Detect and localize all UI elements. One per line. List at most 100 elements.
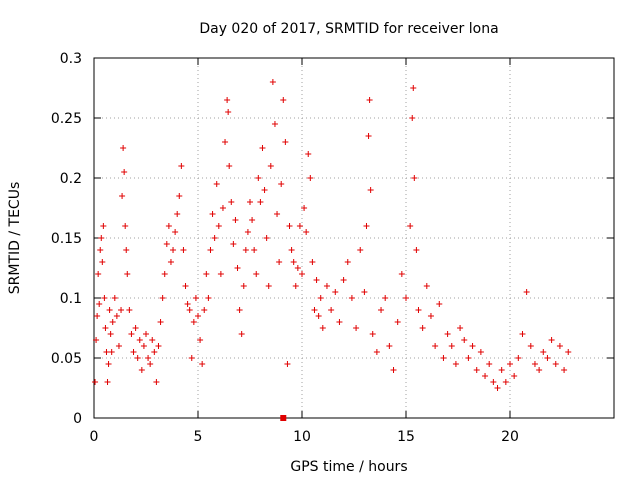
data-point [382, 295, 389, 301]
data-point [253, 271, 260, 277]
data-point [232, 217, 239, 223]
data-point [465, 355, 472, 361]
data-point [536, 367, 543, 373]
data-point [361, 289, 368, 295]
data-point [217, 271, 224, 277]
data-point [307, 175, 314, 181]
data-point [92, 379, 99, 385]
data-point [119, 193, 126, 199]
data-point [121, 169, 128, 175]
data-point [249, 217, 256, 223]
data-point [482, 373, 489, 379]
data-point [494, 385, 501, 391]
data-point [122, 223, 129, 229]
data-point [165, 223, 172, 229]
data-point [523, 289, 530, 295]
data-point [301, 205, 308, 211]
data-point [186, 307, 193, 313]
data-point [486, 361, 493, 367]
data-point [507, 361, 513, 367]
data-point [107, 331, 114, 337]
data-point [315, 313, 322, 319]
data-point [284, 361, 291, 367]
data-point [265, 283, 272, 289]
data-point [274, 211, 281, 217]
data-point [143, 331, 149, 337]
data-point [299, 271, 305, 277]
data-point [105, 361, 112, 367]
data-point [348, 295, 355, 301]
data-point [386, 343, 393, 349]
data-point [101, 295, 108, 301]
data-point [95, 271, 102, 277]
data-point [367, 187, 374, 193]
data-point [477, 349, 484, 355]
data-point [282, 139, 289, 145]
data-point [98, 235, 105, 241]
outlier-marker [280, 415, 287, 421]
data-point [132, 325, 139, 331]
x-tick-label: 20 [501, 429, 519, 445]
data-point [427, 313, 434, 319]
data-point [180, 247, 187, 253]
data-point [215, 223, 222, 229]
data-point [224, 97, 231, 103]
data-point [419, 325, 426, 331]
data-point [228, 199, 235, 205]
data-point [288, 247, 295, 253]
data-point [332, 289, 339, 295]
data-point [278, 181, 285, 187]
data-point [174, 211, 181, 217]
data-point [313, 277, 320, 283]
data-point [552, 361, 559, 367]
data-point [540, 349, 547, 355]
data-point [93, 337, 100, 343]
data-point [390, 367, 397, 373]
data-point [104, 379, 111, 385]
data-point [261, 187, 268, 193]
data-point [124, 271, 131, 277]
data-point [213, 181, 220, 187]
data-point [147, 361, 154, 367]
x-tick-label: 10 [293, 429, 311, 445]
y-tick-label: 0.15 [51, 231, 82, 247]
data-point [100, 223, 107, 229]
data-point [138, 367, 145, 373]
data-point [527, 343, 534, 349]
data-point [296, 223, 303, 229]
data-point [394, 319, 401, 325]
data-point [118, 307, 125, 313]
data-point [155, 343, 162, 349]
y-tick-label: 0.25 [51, 111, 82, 127]
data-point [473, 367, 480, 373]
data-point [108, 349, 115, 355]
data-point [515, 355, 522, 361]
data-point [240, 283, 247, 289]
data-point [409, 115, 416, 121]
data-point [130, 349, 137, 355]
data-point [309, 259, 316, 265]
data-point [211, 235, 218, 241]
data-point [531, 361, 538, 367]
data-point [94, 313, 101, 319]
y-tick-label: 0.3 [60, 51, 82, 67]
y-tick-label: 0.05 [51, 351, 82, 367]
data-point [145, 355, 152, 361]
data-point [182, 283, 189, 289]
data-point [178, 163, 185, 169]
data-point [328, 307, 335, 313]
data-point [120, 145, 127, 151]
data-point [413, 247, 420, 253]
data-point [222, 139, 229, 145]
data-point [561, 367, 568, 373]
data-point [128, 331, 135, 337]
data-point [323, 283, 330, 289]
data-point [319, 325, 326, 331]
data-point [294, 265, 301, 271]
data-point [403, 295, 409, 301]
data-points [92, 79, 572, 421]
data-point [440, 355, 447, 361]
data-point [344, 259, 351, 265]
data-point [373, 349, 380, 355]
